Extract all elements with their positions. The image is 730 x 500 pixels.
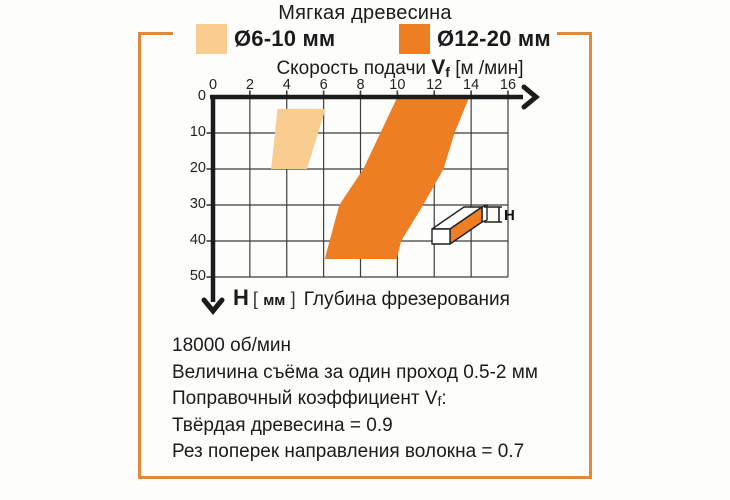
- icon-h-dimension-bracket: [484, 206, 502, 223]
- note-line: Поправочный коэффициент Vf:: [172, 388, 447, 409]
- legend-label: Ø12-20 мм: [437, 26, 551, 51]
- bracket: ]: [290, 289, 296, 309]
- x-axis-units: [м /мин]: [449, 58, 524, 79]
- legend-item-large-diameter: Ø12-20 мм: [399, 24, 551, 54]
- x-tick-label: 6: [319, 77, 328, 93]
- legend: Ø6-10 мм Ø12-20 мм: [173, 24, 557, 62]
- workpiece-depth-icon: H: [431, 204, 515, 245]
- note-line: 18000 об/мин: [172, 335, 292, 356]
- x-axis-title: Скорость подачи Vf [м /мин]: [235, 56, 565, 80]
- note-line: Рез поперек направления волокна = 0.7: [172, 441, 525, 462]
- note-line: Твёрдая древесина = 0.9: [172, 414, 393, 436]
- x-tick-label: 10: [389, 77, 406, 93]
- figure-title: Мягкая древесина: [278, 2, 452, 24]
- x-tick-label: 12: [426, 77, 443, 93]
- y-axis-units: мм: [263, 292, 286, 309]
- y-axis-title-text: Глубина фрезерования: [303, 289, 510, 310]
- vf-symbol: V: [431, 56, 446, 79]
- y-tick-label: 40: [189, 232, 206, 248]
- bracket: [: [252, 289, 258, 309]
- y-tick-label: 50: [189, 268, 206, 284]
- x-tick-label: 14: [463, 77, 480, 93]
- y-tick-label: 10: [189, 124, 206, 140]
- notes-block: 18000 об/мин Величина съёма за один прохо…: [172, 333, 538, 466]
- y-axis-title: H[ мм ] Глубина фрезерования: [233, 285, 510, 311]
- y-tick-label: 0: [197, 88, 206, 104]
- note-line: Величина съёма за один проход 0.5-2 мм: [172, 361, 538, 383]
- legend-item-small-diameter: Ø6-10 мм: [196, 24, 335, 54]
- x-tick-label: 2: [245, 77, 254, 93]
- x-tick-label: 4: [282, 77, 291, 93]
- y-tick-label: 30: [189, 196, 206, 212]
- y-tick-label: 20: [189, 160, 206, 176]
- x-tick-label: 0: [208, 77, 218, 93]
- x-axis-title-text: Скорость подачи: [276, 58, 432, 79]
- legend-swatch-dark-orange: [399, 24, 430, 54]
- x-tick-label: 16: [499, 77, 517, 93]
- vf-subscript: f: [445, 64, 450, 80]
- h-symbol: H: [233, 285, 249, 310]
- legend-label: Ø6-10 мм: [234, 26, 336, 51]
- x-tick-label: 8: [356, 77, 365, 93]
- chart-plot: [201, 84, 540, 315]
- icon-h-label: H: [504, 207, 515, 224]
- legend-swatch-light-orange: [196, 24, 227, 54]
- icon-endcap-face: [431, 228, 451, 245]
